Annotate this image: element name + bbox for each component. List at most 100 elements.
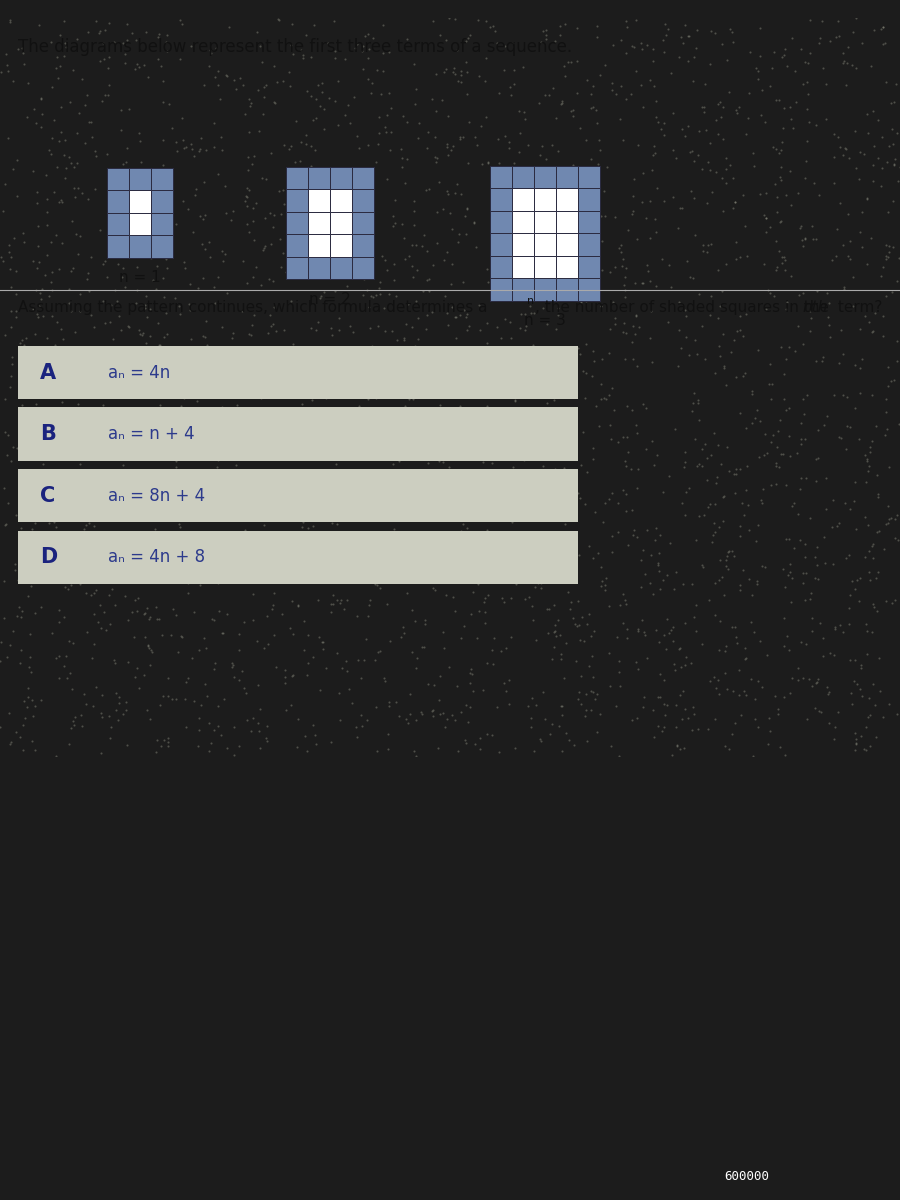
Point — [506, 457, 520, 476]
Point — [4, 366, 19, 385]
Point — [478, 613, 492, 632]
Point — [554, 182, 568, 202]
Point — [118, 427, 132, 446]
Point — [238, 521, 253, 540]
Point — [97, 20, 112, 40]
Point — [616, 131, 631, 150]
Point — [320, 535, 335, 554]
Point — [451, 742, 465, 761]
Point — [173, 304, 187, 323]
Point — [0, 647, 14, 666]
Point — [390, 558, 404, 577]
Point — [536, 683, 551, 702]
Point — [474, 494, 489, 514]
Point — [515, 433, 529, 452]
Point — [89, 11, 104, 30]
Point — [457, 343, 472, 362]
Point — [351, 504, 365, 523]
Point — [86, 605, 101, 624]
Point — [796, 74, 810, 94]
Point — [4, 301, 18, 320]
Point — [438, 30, 453, 49]
Point — [327, 565, 341, 584]
Point — [58, 540, 73, 559]
Point — [584, 283, 598, 302]
Point — [822, 713, 836, 732]
Point — [183, 300, 197, 319]
Point — [835, 53, 850, 72]
Point — [587, 181, 601, 200]
Point — [447, 10, 462, 29]
Point — [890, 505, 900, 524]
Point — [635, 274, 650, 293]
Point — [573, 292, 588, 311]
Point — [418, 614, 432, 634]
Point — [140, 701, 155, 720]
Point — [744, 382, 759, 401]
Point — [160, 686, 175, 706]
Point — [652, 632, 666, 652]
Point — [713, 550, 727, 569]
Point — [408, 54, 422, 73]
Point — [803, 301, 817, 320]
Point — [173, 49, 187, 68]
Bar — [151, 168, 173, 190]
Point — [226, 490, 240, 509]
Point — [17, 691, 32, 710]
Point — [402, 542, 417, 562]
Point — [539, 29, 554, 48]
Point — [594, 296, 608, 316]
Point — [240, 710, 255, 730]
Point — [238, 343, 252, 362]
Point — [446, 62, 460, 82]
Bar — [556, 256, 578, 278]
Point — [544, 535, 558, 554]
Point — [579, 684, 593, 703]
Point — [324, 421, 338, 440]
Point — [558, 470, 572, 490]
Point — [460, 84, 474, 103]
Point — [874, 19, 888, 38]
Point — [62, 148, 77, 167]
Point — [162, 95, 176, 114]
Point — [697, 505, 711, 524]
Point — [518, 316, 533, 335]
Point — [418, 319, 433, 338]
Point — [566, 107, 580, 126]
Point — [562, 599, 577, 618]
Point — [462, 529, 476, 548]
Point — [374, 246, 389, 265]
Point — [890, 704, 900, 724]
Point — [352, 139, 366, 158]
Point — [798, 634, 813, 653]
Point — [886, 238, 900, 257]
Point — [276, 320, 291, 340]
Point — [781, 565, 796, 584]
Point — [778, 40, 792, 59]
Point — [258, 169, 273, 188]
Point — [250, 23, 265, 42]
Point — [224, 538, 238, 557]
Point — [19, 352, 33, 371]
Point — [139, 334, 153, 353]
Point — [848, 121, 862, 140]
Point — [780, 56, 795, 76]
Point — [410, 308, 425, 328]
Point — [643, 574, 657, 593]
Point — [356, 37, 370, 56]
Point — [461, 491, 475, 510]
Point — [765, 137, 779, 156]
Point — [159, 258, 174, 277]
Point — [247, 306, 261, 325]
Point — [497, 485, 511, 504]
Point — [848, 722, 862, 742]
Point — [113, 120, 128, 139]
Point — [879, 235, 894, 254]
Point — [100, 144, 114, 163]
Point — [882, 510, 896, 529]
Point — [634, 611, 649, 630]
Point — [878, 34, 893, 53]
Point — [866, 101, 880, 120]
Point — [247, 198, 261, 217]
Point — [105, 181, 120, 200]
